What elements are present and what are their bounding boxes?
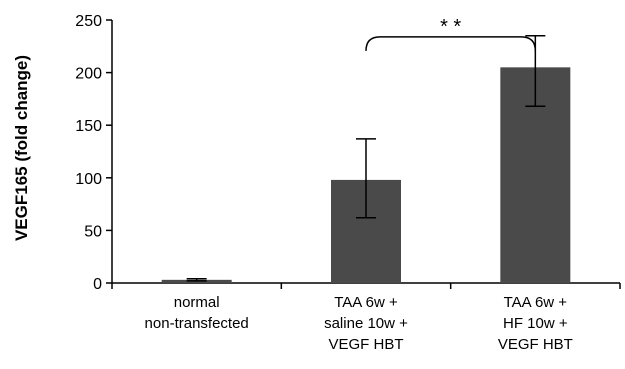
significance-label: * * bbox=[440, 16, 461, 38]
category-labels: normal non-transfected TAA 6w + saline 10w … bbox=[145, 294, 573, 353]
y-tick-label: 100 bbox=[75, 171, 102, 188]
x-category-label: TAA 6w + saline 10w + VEGF HBT bbox=[324, 294, 408, 353]
y-axis-title: VEGF165 (fold change) bbox=[12, 55, 31, 241]
x-category-label: normal non-transfected bbox=[145, 294, 249, 332]
y-tick-label: 150 bbox=[75, 118, 102, 135]
y-tick-label: 250 bbox=[75, 13, 102, 30]
error-bar bbox=[356, 138, 376, 219]
annotations: * * bbox=[365, 16, 537, 51]
x-category-label: TAA 6w + HF 10w + VEGF HBT bbox=[498, 294, 573, 353]
error-bar bbox=[186, 278, 207, 282]
significance-bracket: * * bbox=[365, 16, 537, 51]
y-ticks: 0 50 100 150 200 250 bbox=[75, 13, 112, 293]
y-tick-label: 50 bbox=[84, 223, 102, 240]
x-ticks bbox=[111, 283, 621, 289]
y-tick-label: 200 bbox=[75, 66, 102, 83]
y-tick-label: 0 bbox=[93, 276, 102, 293]
